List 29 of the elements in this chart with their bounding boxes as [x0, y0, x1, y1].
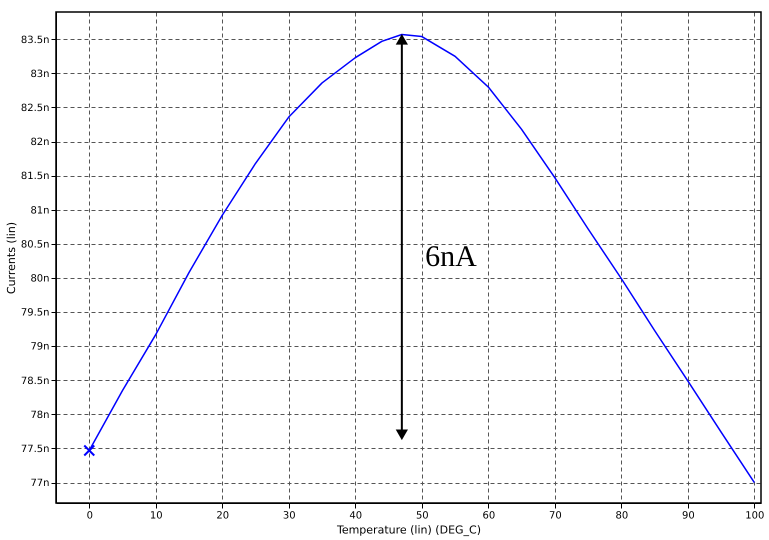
y-tick-label: 80.5n — [20, 239, 50, 250]
x-tick-label: 50 — [416, 510, 429, 522]
y-tick-label: 79n — [30, 342, 50, 353]
x-tick-label: 30 — [282, 510, 296, 522]
x-tick-label: 0 — [86, 510, 93, 522]
x-tick-label: 70 — [548, 510, 562, 522]
x-tick-label: 80 — [615, 510, 628, 522]
y-tick-label: 78.5n — [20, 376, 50, 387]
y-tick-label: 79.5n — [20, 308, 50, 319]
y-tick-label: 81n — [30, 205, 50, 216]
y-tick-label: 82.5n — [20, 102, 50, 114]
x-tick-label: 100 — [745, 510, 764, 522]
y-tick-label: 78n — [30, 410, 50, 421]
y-tick-label: 77.5n — [20, 444, 50, 455]
y-tick-label: 83n — [30, 68, 50, 80]
x-axis-title: Temperature (lin) (DEG_C) — [336, 524, 482, 536]
y-axis-title: Currents (lin) — [4, 222, 18, 294]
y-tick-label: 83.5n — [20, 34, 50, 46]
y-tick-label: 80n — [30, 273, 50, 284]
y-tick-label: 77n — [30, 478, 50, 490]
y-tick-label: 81.5n — [20, 171, 50, 182]
x-tick-label: 90 — [682, 510, 695, 522]
x-tick-label: 60 — [482, 510, 496, 522]
x-tick-label: 20 — [216, 510, 230, 522]
x-tick-label: 10 — [150, 510, 163, 522]
y-tick-label: 82n — [30, 137, 50, 148]
annotation: 6nA — [425, 240, 478, 273]
point — [83, 444, 96, 456]
x-tick-label: 40 — [349, 510, 362, 522]
